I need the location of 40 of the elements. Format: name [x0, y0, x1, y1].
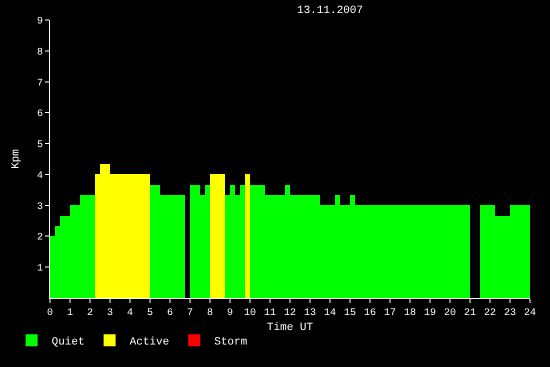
x-tick-label: 14: [324, 308, 336, 319]
x-tick-label: 21: [464, 308, 476, 319]
x-tick-label: 8: [206, 308, 214, 319]
x-tick-label: 9: [226, 308, 234, 319]
x-tick-label: 6: [166, 308, 174, 319]
x-tick-label: 2: [86, 308, 94, 319]
x-tick-label: 20: [444, 308, 456, 319]
x-tick-label: 13: [304, 308, 316, 319]
x-tick-label: 23: [504, 308, 516, 319]
y-tick-label: 7: [36, 78, 43, 90]
y-tick-label: 2: [36, 232, 43, 244]
chart-title: 13.11.2007: [296, 5, 364, 18]
x-tick-label: 4: [126, 308, 134, 319]
y-tick-label: 1: [36, 264, 43, 275]
x-tick-label: 5: [146, 308, 154, 319]
x-tick-label: 12: [284, 308, 296, 319]
x-tick-label: 10: [244, 308, 256, 319]
legend-label: Quiet: [52, 336, 85, 349]
y-tick-label: 5: [36, 140, 43, 152]
x-tick-label: 0: [46, 308, 54, 319]
x-axis-title: Time UT: [266, 322, 314, 334]
legend-label: Active: [130, 336, 170, 349]
x-tick-label: 7: [186, 308, 194, 319]
legend-label: Storm: [214, 336, 248, 349]
x-tick-label: 16: [364, 308, 376, 319]
y-tick-label: 4: [36, 170, 43, 182]
x-tick-label: 22: [484, 308, 496, 319]
y-tick-label: 8: [36, 47, 43, 58]
x-tick-label: 1: [66, 308, 74, 319]
y-tick-label: 3: [36, 202, 43, 213]
x-tick-label: 11: [264, 308, 276, 319]
x-tick-label: 3: [106, 308, 114, 319]
x-tick-label: 15: [344, 308, 356, 319]
y-axis-title: Kpm: [10, 148, 23, 169]
x-tick-label: 17: [384, 308, 396, 319]
x-tick-label: 19: [424, 308, 436, 319]
y-tick-label: 9: [36, 16, 43, 28]
y-tick-label: 6: [36, 109, 43, 120]
x-tick-label: 18: [404, 308, 416, 319]
x-tick-label: 24: [524, 308, 536, 319]
